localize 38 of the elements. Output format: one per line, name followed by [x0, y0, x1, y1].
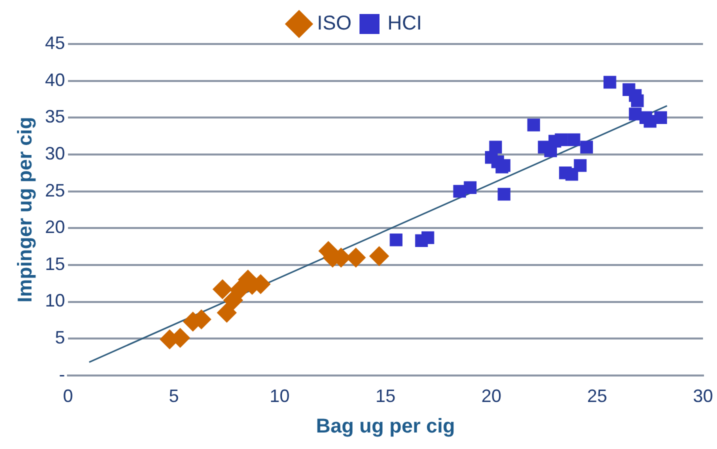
y-tick-label: 30 — [44, 143, 66, 164]
legend-label: ISO — [317, 12, 352, 35]
point — [390, 234, 402, 246]
x-tick-label: 25 — [587, 386, 608, 406]
point — [498, 188, 510, 201]
point — [654, 111, 668, 124]
x-tick-label: 5 — [168, 386, 179, 406]
y-tick-label: - — [59, 364, 66, 384]
x-axis-title: Bag ug per cig — [316, 416, 455, 438]
y-tick-label: 35 — [44, 106, 66, 127]
y-axis-title: Impinger ug per cig — [14, 116, 37, 302]
x-tick-label: 0 — [63, 386, 74, 406]
y-tick-label: 20 — [44, 217, 66, 238]
y-tick-label: 45 — [44, 32, 66, 53]
point — [216, 302, 237, 323]
legend-label: HCI — [388, 12, 422, 35]
point — [527, 118, 540, 132]
x-tick-label: 15 — [375, 386, 396, 406]
point — [229, 280, 250, 300]
point — [421, 231, 434, 244]
point — [489, 140, 502, 154]
y-tick-label: 40 — [44, 70, 66, 90]
y-tick-label: 15 — [44, 254, 66, 274]
point — [604, 76, 616, 89]
y-tick-label: 10 — [44, 290, 66, 311]
point — [574, 159, 587, 172]
x-tick-label: 10 — [270, 386, 290, 406]
point — [464, 181, 477, 194]
point — [369, 246, 390, 266]
x-tick-label: 30 — [692, 386, 714, 406]
point — [631, 94, 644, 108]
point — [580, 140, 593, 154]
y-tick-label: 5 — [55, 328, 66, 348]
point — [568, 133, 580, 146]
point — [554, 133, 568, 146]
point — [212, 279, 233, 300]
x-tick-label: 20 — [481, 386, 502, 406]
y-tick-label: 25 — [44, 180, 66, 200]
